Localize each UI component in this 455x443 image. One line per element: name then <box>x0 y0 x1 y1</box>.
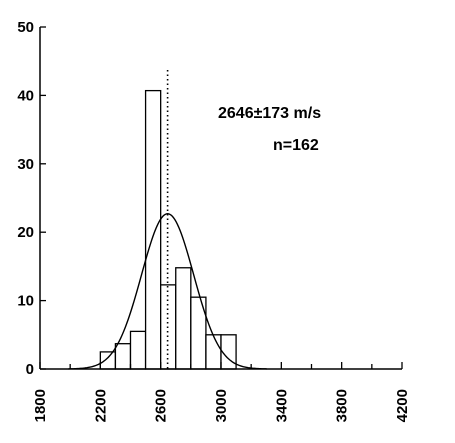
bars-layer <box>99 89 237 370</box>
y-tick-label-20: 20 <box>17 224 34 241</box>
annotation-mean-std: 2646±173 m/s <box>218 105 321 122</box>
x-tick-label-4200: 4200 <box>394 389 411 422</box>
x-tick-label-1800: 1800 <box>32 389 49 422</box>
histogram-bar-2700 <box>175 267 192 370</box>
x-axis-ticks: 1800 2200 2600 3000 3400 3800 4200 <box>32 362 411 422</box>
gaussian-fit-curve <box>68 213 267 370</box>
y-tick-label-40: 40 <box>17 87 34 104</box>
y-tick-label-10: 10 <box>17 293 34 310</box>
histogram-bar-2400 <box>129 330 147 370</box>
y-tick-label-0: 0 <box>26 361 34 378</box>
histogram-bar-2500 <box>144 89 162 370</box>
histogram-bar-2900 <box>205 334 222 370</box>
annotation-sample-size: n=162 <box>273 137 319 154</box>
x-tick-label-3000: 3000 <box>213 389 230 422</box>
x-tick-label-2600: 2600 <box>153 389 170 422</box>
y-axis-ticks: 0 10 20 30 40 50 <box>17 19 46 378</box>
y-tick-label-50: 50 <box>17 19 34 36</box>
histogram-bar-2300 <box>114 343 132 370</box>
y-tick-label-30: 30 <box>17 156 34 173</box>
histogram-bar-2200 <box>99 351 117 370</box>
x-tick-label-2200: 2200 <box>92 389 109 422</box>
x-tick-label-3400: 3400 <box>273 389 290 422</box>
x-tick-label-3800: 3800 <box>334 389 351 422</box>
